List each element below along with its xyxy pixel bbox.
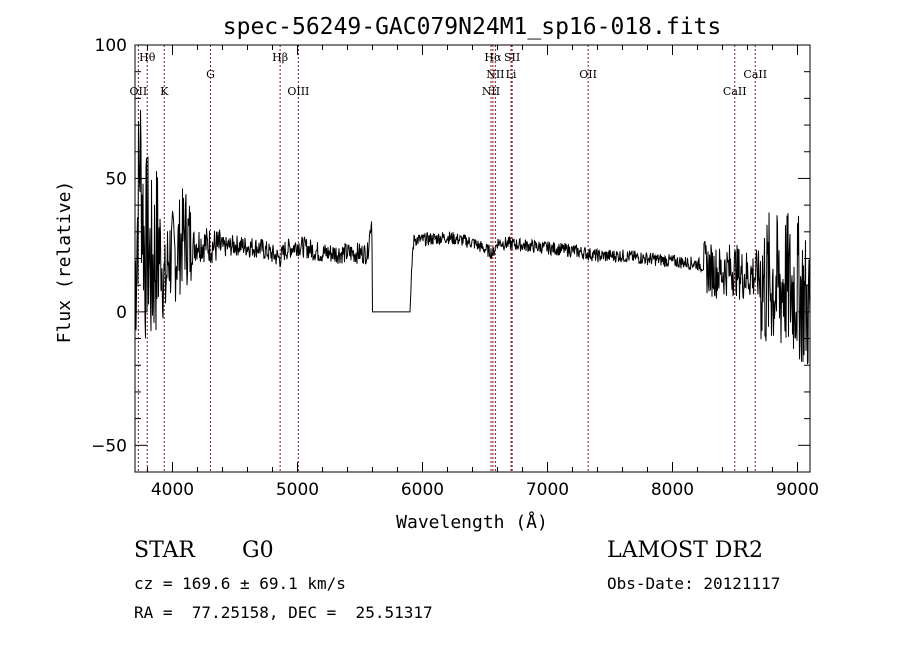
redshift-velocity: cz = 169.6 ± 69.1 km/s [134, 574, 346, 593]
y-tick-label: −50 [91, 436, 127, 456]
line-marker-label: Li [506, 68, 517, 81]
line-marker-label: CaII [723, 85, 747, 98]
x-tick-label: 4000 [151, 480, 194, 500]
line-marker-label: G [206, 68, 215, 81]
spectral-subclass: G0 [242, 538, 274, 563]
plot-frame [134, 44, 811, 473]
y-axis-ticks: −50 0 50 100 [91, 36, 810, 473]
y-tick-label: 50 [105, 169, 127, 189]
line-marker-label: Hα [484, 51, 502, 64]
x-tick-label: 9000 [776, 480, 819, 500]
y-tick-label: 0 [116, 303, 127, 323]
line-marker-label: NII [482, 85, 500, 98]
line-marker-label: NII [486, 68, 504, 81]
x-tick-label: 8000 [651, 480, 694, 500]
survey-name: LAMOST DR2 [607, 538, 763, 563]
observation-date: Obs-Date: 20121117 [607, 574, 781, 593]
x-tick-label: 6000 [401, 480, 444, 500]
x-tick-label: 7000 [526, 480, 569, 500]
line-marker-label: K [160, 85, 169, 98]
x-tick-label: 5000 [276, 480, 319, 500]
object-type: STAR [134, 538, 195, 563]
line-marker-label: OII [130, 85, 148, 98]
x-axis-label: Wavelength (Å) [396, 511, 548, 533]
coordinates: RA = 77.25158, DEC = 25.51317 [134, 603, 433, 622]
line-marker-label: SII [504, 51, 520, 64]
line-marker-label: Hβ [272, 51, 288, 64]
y-tick-label: 100 [95, 36, 127, 56]
line-marker-label: OII [579, 68, 597, 81]
y-axis-label: Flux (relative) [54, 181, 75, 344]
x-axis-ticks: 4000 5000 6000 7000 8000 9000 [147, 45, 819, 500]
chart-title: spec-56249-GAC079N24M1_sp16-018.fits [223, 14, 722, 40]
spectrum-line [134, 109, 811, 365]
line-marker-label: OIII [287, 85, 309, 98]
line-marker-label: CaII [743, 68, 767, 81]
line-marker-label: Hθ [139, 51, 156, 64]
